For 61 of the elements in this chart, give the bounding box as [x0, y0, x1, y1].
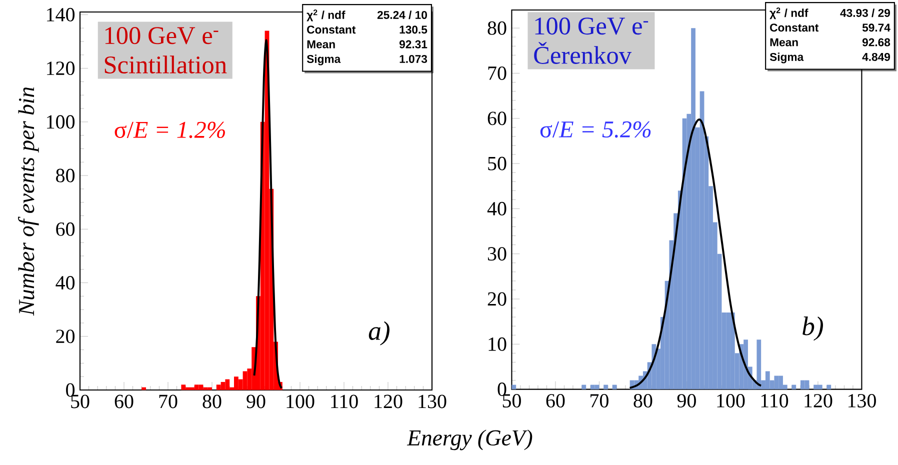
- annotation: 1.073: [400, 54, 428, 63]
- annotation: χ$^{2}$ / ndf: [770, 8, 808, 20]
- y-tick-label: 0: [66, 383, 75, 397]
- x-tick-label: 90: [246, 394, 266, 408]
- x-tick-label: 120: [374, 394, 402, 408]
- x-tick-label: 70: [590, 394, 608, 408]
- x-tick-label: 80: [202, 394, 222, 408]
- y-tick-label: 10: [488, 337, 506, 351]
- y-tick-label: 60: [488, 112, 506, 126]
- y-tick-label: 80: [56, 168, 75, 182]
- text: 59.74: [862, 24, 890, 32]
- annotation: Sigma: [770, 52, 804, 64]
- annotation: b): [802, 316, 823, 341]
- x-tick-label: 70: [159, 394, 178, 408]
- x-tick-label: 50: [71, 394, 90, 408]
- annotation: 43.93 / 29: [840, 8, 890, 18]
- text: 4.849: [862, 52, 890, 61]
- x-tick-label: 90: [677, 394, 696, 408]
- x-tick-label: 100: [717, 394, 745, 408]
- annotation: 100 GeV e$^{-}$: [535, 18, 648, 35]
- y-tick-label: 0: [498, 382, 506, 396]
- x-tick-label: 80: [634, 394, 652, 408]
- annotation: Constant: [307, 26, 356, 34]
- x-tick-label: 50: [502, 394, 521, 408]
- y-tick-label: 50: [488, 156, 506, 170]
- annotation: 100 GeV e$^{-}$: [105, 27, 218, 44]
- annotation: Čerenkov: [534, 42, 632, 64]
- annotation: 92.31: [399, 40, 428, 48]
- x-tick-label: 130: [418, 394, 446, 408]
- annotation: Constant: [770, 24, 819, 32]
- annotation: Scintillation: [104, 56, 227, 74]
- text: 92.68: [862, 38, 890, 46]
- y-tick-label: 70: [488, 66, 506, 80]
- annotation: Mean: [307, 40, 335, 48]
- x-tick-label: 60: [114, 394, 134, 408]
- y-tick-label: 40: [56, 276, 75, 290]
- x-tick-label: 130: [848, 394, 876, 408]
- y-tick-label: 100: [47, 115, 75, 129]
- annotation: σ/E = 1.2%: [114, 122, 225, 138]
- x-tick-label: 120: [804, 394, 832, 408]
- x-tick-label: 110: [331, 394, 358, 408]
- y-tick-label: 20: [488, 292, 506, 306]
- y-tick-label: 140: [47, 8, 75, 22]
- annotation: σ/E = 5.2%: [540, 121, 651, 138]
- y-tick-label: 80: [488, 21, 506, 35]
- y-tick-label: 30: [488, 247, 506, 261]
- y-tick-label: 120: [47, 62, 75, 76]
- x-tick-label: 100: [286, 394, 314, 408]
- y-tick-label: 20: [56, 330, 75, 344]
- y-tick-label: 60: [56, 222, 75, 236]
- y-axis-title: Number of events per bin: [18, 87, 39, 316]
- y-tick-label: 40: [487, 202, 506, 216]
- x-tick-label: 110: [761, 394, 788, 408]
- x-axis-title: Energy (GeV): [406, 430, 532, 450]
- x-tick-label: 60: [546, 394, 565, 408]
- annotation: a): [368, 321, 390, 346]
- annotation: 25.24 / 10: [377, 10, 427, 20]
- annotation: 130.5: [400, 26, 428, 34]
- annotation: Sigma: [306, 54, 341, 66]
- annotation: Mean: [770, 38, 798, 46]
- annotation: χ$^{2}$ / ndf: [306, 10, 346, 22]
